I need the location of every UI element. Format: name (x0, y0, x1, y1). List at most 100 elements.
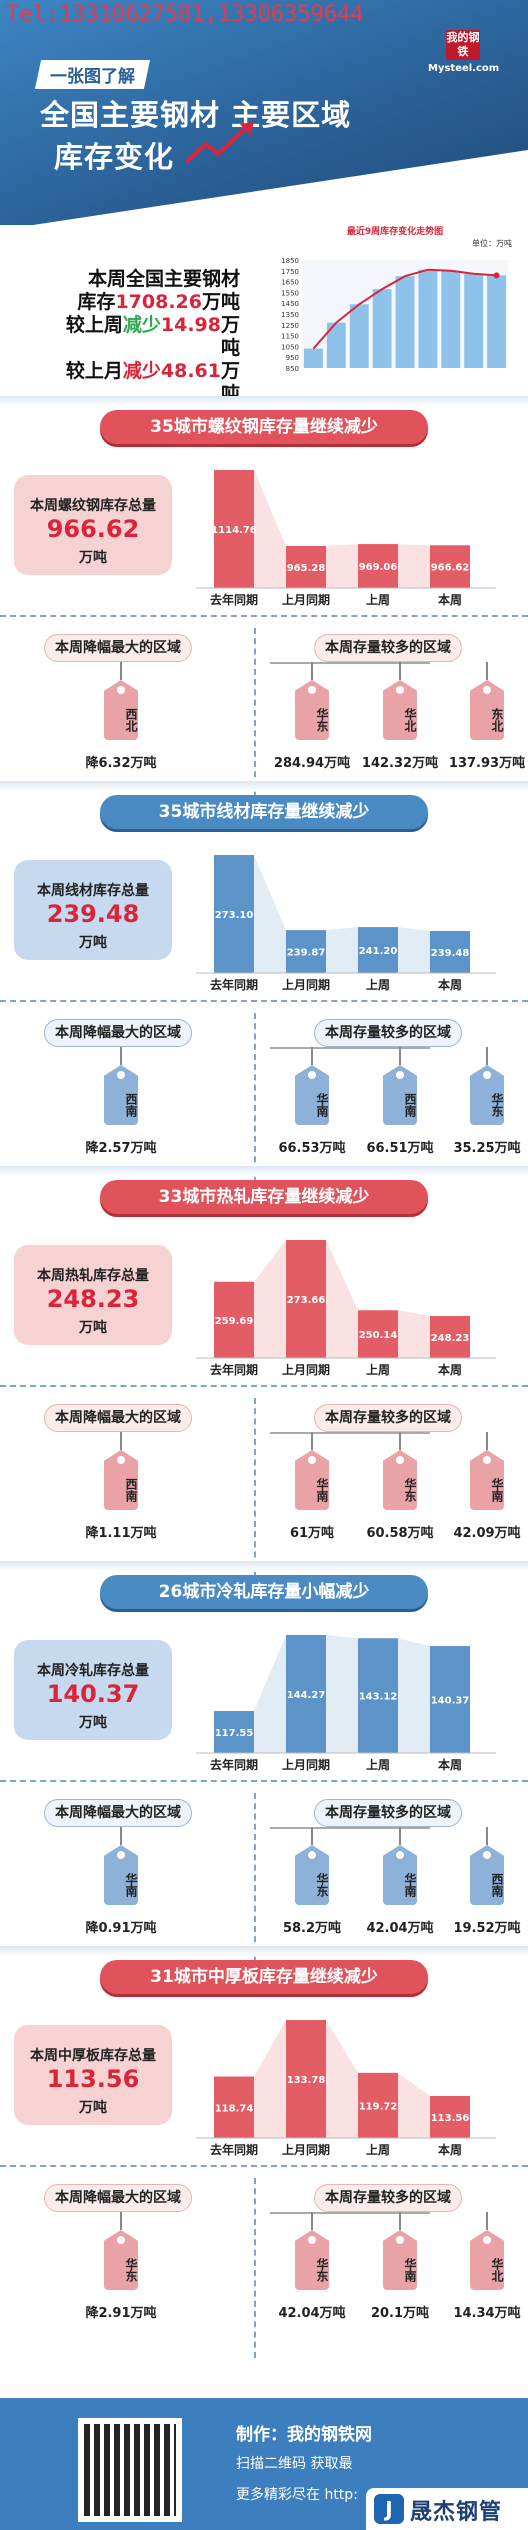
region-value: 20.1万吨 (370, 2306, 430, 2321)
watermark: J 晟杰钢管 (366, 2488, 528, 2530)
summary-week-label: 较上周 (65, 314, 123, 336)
bar-value-label: 966.62 (431, 563, 470, 574)
bar-value-label: 241.20 (359, 946, 398, 957)
section-title: 33城市热轧库存量继续减少 (100, 1180, 428, 1214)
region-tag: 华南 (383, 1827, 417, 1907)
page-title-line2: 库存变化 (54, 140, 175, 174)
bar-category-label: 去年同期 (210, 2142, 258, 2157)
region-value: 42.04万吨 (366, 1921, 434, 1936)
region-value: 284.94万吨 (273, 756, 351, 771)
section-divider (0, 396, 528, 406)
panel-divider (254, 1013, 256, 1193)
bar (286, 546, 326, 588)
bar-value-label: 144.27 (287, 1690, 326, 1701)
most-region-title: 本周存量较多的区域 (314, 1019, 462, 1047)
mini-bar (487, 275, 506, 368)
total-stock-unit: 万吨 (79, 935, 107, 951)
total-stock-label: 本周中厚板库存总量 (30, 2048, 156, 2064)
bar-category-label: 上月同期 (282, 1362, 330, 1377)
qr-code[interactable] (78, 2418, 182, 2522)
region-tag: 华东 (383, 1432, 417, 1512)
region-name: 西北 (124, 708, 138, 732)
bar-shade (214, 470, 470, 588)
mini-trend-line (312, 268, 497, 350)
watermark-icon: J (374, 2494, 404, 2524)
panel-divider (254, 628, 256, 808)
total-stock-unit: 万吨 (79, 550, 107, 566)
bar (430, 1316, 470, 1358)
region-tag: 西南 (104, 1047, 138, 1127)
region-tag: 西北 (104, 662, 138, 742)
region-value: 降6.32万吨 (85, 756, 157, 771)
region-value: 66.51万吨 (366, 1141, 434, 1156)
mini-y-tick: 1750 (281, 268, 299, 276)
total-stock-label: 本周冷轧库存总量 (37, 1663, 149, 1679)
region-value: 降1.11万吨 (85, 1526, 157, 1541)
mysteel-logo: 我的钢铁 Mysteel.com (428, 30, 499, 82)
summary-week-unit: 万吨 (220, 314, 240, 359)
total-stock-value: 113.56 (46, 2065, 140, 2093)
bar (286, 930, 326, 973)
mini-bar (304, 348, 323, 368)
bar (214, 855, 254, 973)
bar-category-label: 上月同期 (282, 592, 330, 607)
bar-value-label: 143.12 (359, 1692, 398, 1703)
region-tag: 华东 (295, 662, 329, 742)
drop-region-title: 本周降幅最大的区域 (44, 2184, 192, 2212)
drop-region-title: 本周降幅最大的区域 (44, 1799, 192, 1827)
stock-bar-chart: 118.74 去年同期 133.78 上月同期 119.72 上周 113.56 本周 (196, 2012, 506, 2162)
section-divider (0, 1561, 528, 1571)
summary-block: 本周全国主要钢材 库存1708.26万吨 较上周减少14.98万吨 较上月减少4… (60, 268, 240, 406)
region-name: 华东 (315, 708, 329, 732)
region-value: 降2.91万吨 (85, 2306, 157, 2321)
mini-bar (441, 270, 461, 368)
bar-category-label: 上月同期 (282, 977, 330, 992)
stock-bar-chart: 1114.76 去年同期 965.28 上月同期 969.06 上周 966.62 本周 (196, 462, 506, 612)
section-dash (0, 1780, 528, 1782)
mini-bar (372, 289, 392, 368)
region-value: 42.09万吨 (453, 1526, 521, 1541)
bar-category-label: 去年同期 (210, 1757, 258, 1772)
region-name: 华东 (403, 1478, 417, 1502)
region-value: 66.53万吨 (278, 1141, 346, 1156)
region-name: 华南 (490, 1478, 504, 1502)
footer-more[interactable]: 更多精彩尽在 http: (236, 2487, 358, 2503)
section-divider (0, 1166, 528, 1176)
total-stock-card: 本周热轧库存总量 248.23 万吨 (14, 1245, 172, 1345)
logo-mark: 我的钢铁 (446, 30, 480, 60)
region-value: 42.04万吨 (278, 2306, 346, 2321)
section-title: 26城市冷轧库存量小幅减少 (100, 1575, 428, 1609)
bar (286, 1635, 326, 1753)
mini-trend-point (493, 272, 500, 279)
bar (430, 1646, 470, 1753)
bar-shade (214, 855, 470, 973)
region-name: 西南 (124, 1093, 138, 1117)
panel-divider (254, 1793, 256, 1973)
region-value: 61万吨 (289, 1526, 335, 1541)
total-stock-unit: 万吨 (79, 2100, 107, 2116)
mini-chart-unit: 单位：万吨 (472, 238, 512, 248)
summary-month-label: 较上月 (65, 360, 123, 382)
bar-category-label: 去年同期 (210, 592, 258, 607)
region-name: 西南 (403, 1093, 417, 1117)
summary-stock-unit: 万吨 (201, 291, 240, 313)
mini-y-tick: 850 (286, 365, 299, 373)
region-tag: 华东 (295, 1827, 329, 1907)
region-tag: 华南 (104, 1827, 138, 1907)
bar (430, 545, 470, 588)
region-panel: 本周降幅最大的区域 本周存量较多的区域 西北 降6.32万吨 华东 284.94万吨 华北 1… (14, 628, 525, 818)
bar-category-label: 上周 (366, 2142, 390, 2157)
region-tag: 西南 (470, 1827, 504, 1907)
total-stock-unit: 万吨 (79, 1715, 107, 1731)
region-value: 降2.57万吨 (85, 1141, 157, 1156)
page-title-line1: 全国主要钢材 主要区域 (40, 98, 352, 132)
bar-category-label: 去年同期 (210, 1362, 258, 1377)
total-stock-card: 本周螺纹钢库存总量 966.62 万吨 (14, 475, 172, 575)
bar-value-label: 239.48 (431, 948, 470, 959)
most-region-title: 本周存量较多的区域 (314, 634, 462, 662)
hero-cut (0, 150, 528, 230)
mini-y-tick: 1050 (281, 343, 299, 351)
region-tag: 华北 (470, 2212, 504, 2292)
bar-value-label: 117.55 (215, 1728, 254, 1739)
contact-phone: Tel:13310627581,13306359644 (6, 2, 364, 27)
